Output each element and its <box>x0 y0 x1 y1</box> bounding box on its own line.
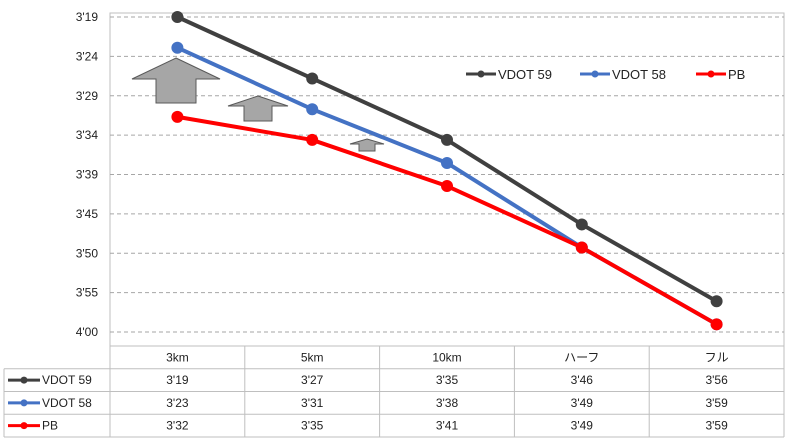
y-tick-label: 3'50 <box>76 246 99 260</box>
legend-marker <box>477 70 485 78</box>
table-data-cell: 3'19 <box>166 373 189 387</box>
up-arrow-icon <box>227 95 289 122</box>
y-tick-label: 4'00 <box>76 325 99 339</box>
table-header-cell: 10km <box>432 350 461 364</box>
y-tick-label: 3'34 <box>76 128 99 142</box>
table-series-label: PB <box>42 419 58 433</box>
data-point <box>441 133 453 146</box>
table-header-cell: ハーフ <box>564 350 599 364</box>
table-legend-marker <box>20 376 28 384</box>
up-arrow-icon <box>349 138 385 152</box>
table-data-cell: 3'38 <box>436 396 459 410</box>
y-tick-label: 3'55 <box>76 286 99 300</box>
table-header-cell: フル <box>705 350 729 364</box>
legend-label: VDOT 58 <box>612 67 666 82</box>
data-point <box>441 156 453 169</box>
legend-marker <box>591 70 599 78</box>
series-layer <box>171 11 723 331</box>
table-data-cell: 3'59 <box>705 419 728 433</box>
y-tick-label: 3'24 <box>76 49 99 63</box>
table-data-cell: 3'27 <box>301 373 324 387</box>
table-data-cell: 3'49 <box>571 419 594 433</box>
table-data-cell: 3'23 <box>166 396 189 410</box>
table-data-cell: 3'35 <box>301 419 324 433</box>
table-data-cell: 3'41 <box>436 419 459 433</box>
legend-label: VDOT 59 <box>498 67 552 82</box>
data-point <box>710 318 723 331</box>
table-series-label: VDOT 59 <box>42 373 92 387</box>
table-data-cell: 3'46 <box>571 373 594 387</box>
table-data-cell: 3'56 <box>705 373 728 387</box>
y-tick-label: 3'45 <box>76 207 99 221</box>
table-header-cell: 3km <box>166 350 189 364</box>
legend-marker <box>707 70 715 78</box>
data-point <box>575 218 588 231</box>
legend: VDOT 59 VDOT 58 PB <box>466 67 745 82</box>
data-point <box>171 11 184 23</box>
table-legend-marker <box>20 422 28 430</box>
y-tick-label: 3'29 <box>76 89 99 103</box>
table-series-label: VDOT 58 <box>42 396 92 410</box>
data-point <box>306 72 319 85</box>
table-legend-marker <box>20 399 28 407</box>
y-axis: 3'19 3'24 3'29 3'34 3'39 3'45 3'50 3'55 4'00 <box>76 10 99 339</box>
y-tick-label: 3'19 <box>76 10 99 24</box>
data-point <box>171 110 184 123</box>
arrow-layer <box>131 57 385 152</box>
table-data-cell: 3'59 <box>705 396 728 410</box>
data-point <box>710 295 723 308</box>
data-point <box>441 180 453 193</box>
table-data-cell: 3'35 <box>436 373 459 387</box>
table-data-cell: 3'31 <box>301 396 324 410</box>
table-header-cell: 5km <box>301 350 324 364</box>
table-data-cell: 3'49 <box>571 396 594 410</box>
legend-label: PB <box>728 67 745 82</box>
data-point <box>575 241 588 254</box>
y-tick-label: 3'39 <box>76 168 99 182</box>
table-data-cell: 3'32 <box>166 419 189 433</box>
data-point <box>306 133 319 146</box>
data-point <box>171 41 184 54</box>
data-table: 3km 5km 10km ハーフ フル VDOT 59 3'19 3'27 3'35 3'46 3'… <box>3 345 785 438</box>
up-arrow-icon <box>131 57 221 104</box>
data-point <box>306 103 319 116</box>
